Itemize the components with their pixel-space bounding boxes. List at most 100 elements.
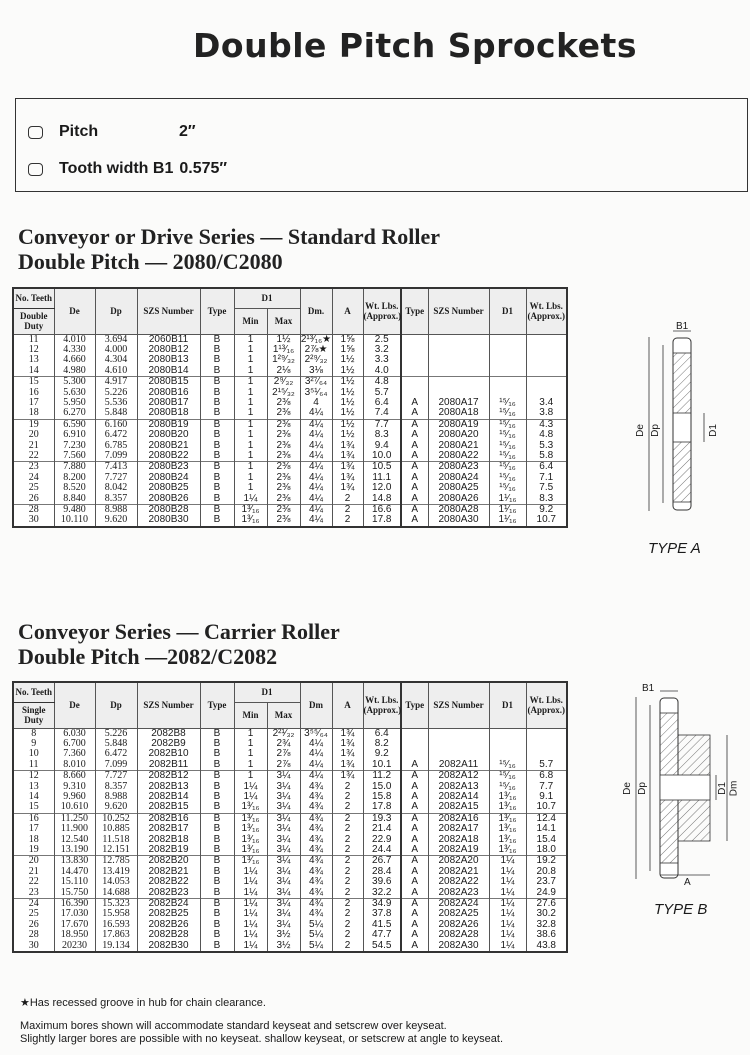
cell: 2 [331, 887, 364, 899]
cell: 3.8 [525, 408, 568, 420]
cell: 2⅜ [266, 408, 301, 420]
table-row: 8 6.030 5.226 2082B8 B 1 2²¹⁄₃₂ 3⁵⁵⁄₆₄ 1¾ 6.4 [12, 728, 568, 739]
cell: 14.688 [94, 887, 138, 899]
type-a-de-label: De [634, 424, 646, 437]
cell [400, 365, 429, 377]
cell: 4.980 [53, 365, 96, 377]
cell: 2082A15 [427, 802, 490, 814]
cell: ¹⁵⁄₁₆ [488, 759, 527, 771]
cell: 2080B30 [136, 515, 201, 527]
cell [525, 365, 568, 377]
table-row: 16 11.250 10.252 2082B16 B 1³⁄₁₆ 3¼ 4¾ 2 19.3 A 208… [12, 812, 568, 825]
cell: 1½ [331, 376, 364, 388]
cell [400, 344, 429, 356]
header-d1-min: Min [233, 701, 268, 729]
cell: 4¼ [299, 408, 333, 420]
cell: 2082B11 [136, 759, 201, 771]
cell: A [400, 450, 429, 462]
cell: 1³⁄₁₆ [488, 823, 527, 835]
cell: 2082A23 [427, 887, 490, 899]
cell [427, 344, 490, 356]
table-row: 16 5.630 5.226 2080B16 B 1 2¹⁵⁄₃₂ 3⁵¹⁄₆₄ 1½ 5.7 [12, 387, 568, 398]
cell [488, 376, 527, 388]
cell [400, 334, 429, 345]
cell: 2080A30 [427, 515, 490, 527]
table-row: 17 11.900 10.885 2082B17 B 1³⁄₁₆ 3¼ 4¾ 2 21.4 A 208… [12, 823, 568, 835]
header-a: A [331, 681, 364, 729]
cell: 6.472 [94, 429, 138, 441]
cell: 2082B23 [136, 887, 201, 899]
cell [488, 344, 527, 356]
header-type-a: Type [400, 287, 429, 335]
table-row: 12 4.330 4.000 2080B12 B 1 1¹³⁄₁₆ 2⅞★ 1⅝ 3.2 [12, 344, 568, 356]
cell [400, 738, 429, 750]
cell: B [199, 493, 235, 505]
footnote-star: ★Has recessed groove in hub for chain cl… [20, 997, 266, 1009]
table-row: 30 10.110 9.620 2080B30 B 1³⁄₁₆ 2⅜ 4¼ 2 17.8 A 2080… [12, 515, 568, 527]
cell: 20.8 [525, 866, 568, 878]
cell: 2082A19 [427, 844, 490, 856]
header-type: Type [199, 287, 235, 335]
cell: 4.3 [525, 418, 568, 431]
type-a-sprocket-drawing [648, 330, 705, 511]
cell: 1³⁄₁₆ [233, 802, 268, 814]
header-szs-number-a: SZS Number [427, 287, 490, 335]
table-row: 28 9.480 8.988 2080B28 B 1³⁄₁₆ 2⅜ 4¼ 2 16.6 A 2080A… [12, 504, 568, 516]
cell: 2082B12 [136, 770, 201, 782]
cell: 7.4 [362, 408, 402, 420]
table-row: 10 7.360 6.472 2082B10 B 1 2⅞ 4¼ 1¾ 9.2 [12, 748, 568, 760]
cell: 4¾ [299, 887, 333, 899]
cell: 2⅜ [266, 450, 301, 462]
cell: 4.8 [362, 376, 402, 388]
cell: 1 [233, 376, 268, 388]
cell: B [199, 887, 235, 899]
cell: 2082B19 [136, 844, 201, 856]
cell: 2080A26 [427, 493, 490, 505]
table-row: 20 6.910 6.472 2080B20 B 1 2⅜ 4¼ 1½ 8.3 A 2080A20 ¹⁵… [12, 429, 568, 441]
cell: 18.0 [525, 844, 568, 856]
type-a-caption: TYPE A [648, 540, 701, 557]
cell: 2⅞ [266, 759, 301, 771]
cell: 17.8 [362, 802, 402, 814]
cell: 4¾ [299, 802, 333, 814]
header-szs-number-a: SZS Number [427, 681, 490, 729]
cell: 15.4 [525, 834, 568, 845]
table-row: 24 8.200 7.727 2080B24 B 1 2⅜ 4¼ 1¾ 11.1 A 2080A24 ¹… [12, 472, 568, 484]
checkbox-icon [28, 125, 43, 139]
cell: 1¼ [233, 940, 268, 953]
section2-heading-line1: Conveyor Series — Carrier Roller [18, 619, 340, 644]
pitch-label: Pitch [59, 123, 99, 140]
cell [427, 728, 490, 739]
type-b-a-label: A [684, 877, 691, 888]
section1-heading-line1: Conveyor or Drive Series — Standard Roll… [18, 224, 441, 249]
cell: 2080A22 [427, 450, 490, 462]
cell: 9.1 [525, 791, 568, 803]
header-dp: Dp [94, 287, 138, 335]
cell: 21.4 [362, 823, 402, 835]
header-d1: D1 [233, 287, 301, 309]
cell: 11 [12, 759, 55, 771]
cell: 10.1 [362, 759, 402, 771]
cell: 2 [331, 823, 364, 835]
cell: 10.110 [53, 515, 96, 527]
cell: 27.6 [525, 898, 568, 910]
cell: 5.8 [525, 450, 568, 462]
header-type: Type [199, 681, 235, 729]
cell: 15 [12, 802, 55, 814]
cell: 2080B14 [136, 365, 201, 377]
cell: 5.3 [525, 440, 568, 451]
cell: 1¼ [488, 887, 527, 899]
cell [525, 334, 568, 345]
cell: 3¼ [266, 823, 301, 835]
cell: 12.4 [525, 812, 568, 825]
cell [488, 365, 527, 377]
cell: 2082A12 [427, 770, 490, 782]
header-d1-max: Max [266, 701, 301, 729]
header-d1-a: D1 [488, 287, 527, 335]
section1-heading-line2: Double Pitch — 2080/C2080 [18, 249, 283, 274]
cell: 6.8 [525, 770, 568, 782]
cell: 7.099 [94, 450, 138, 462]
section2-heading-line2: Double Pitch —2082/C2082 [18, 644, 278, 669]
cell: A [400, 493, 429, 505]
cell: 7.1 [525, 472, 568, 484]
